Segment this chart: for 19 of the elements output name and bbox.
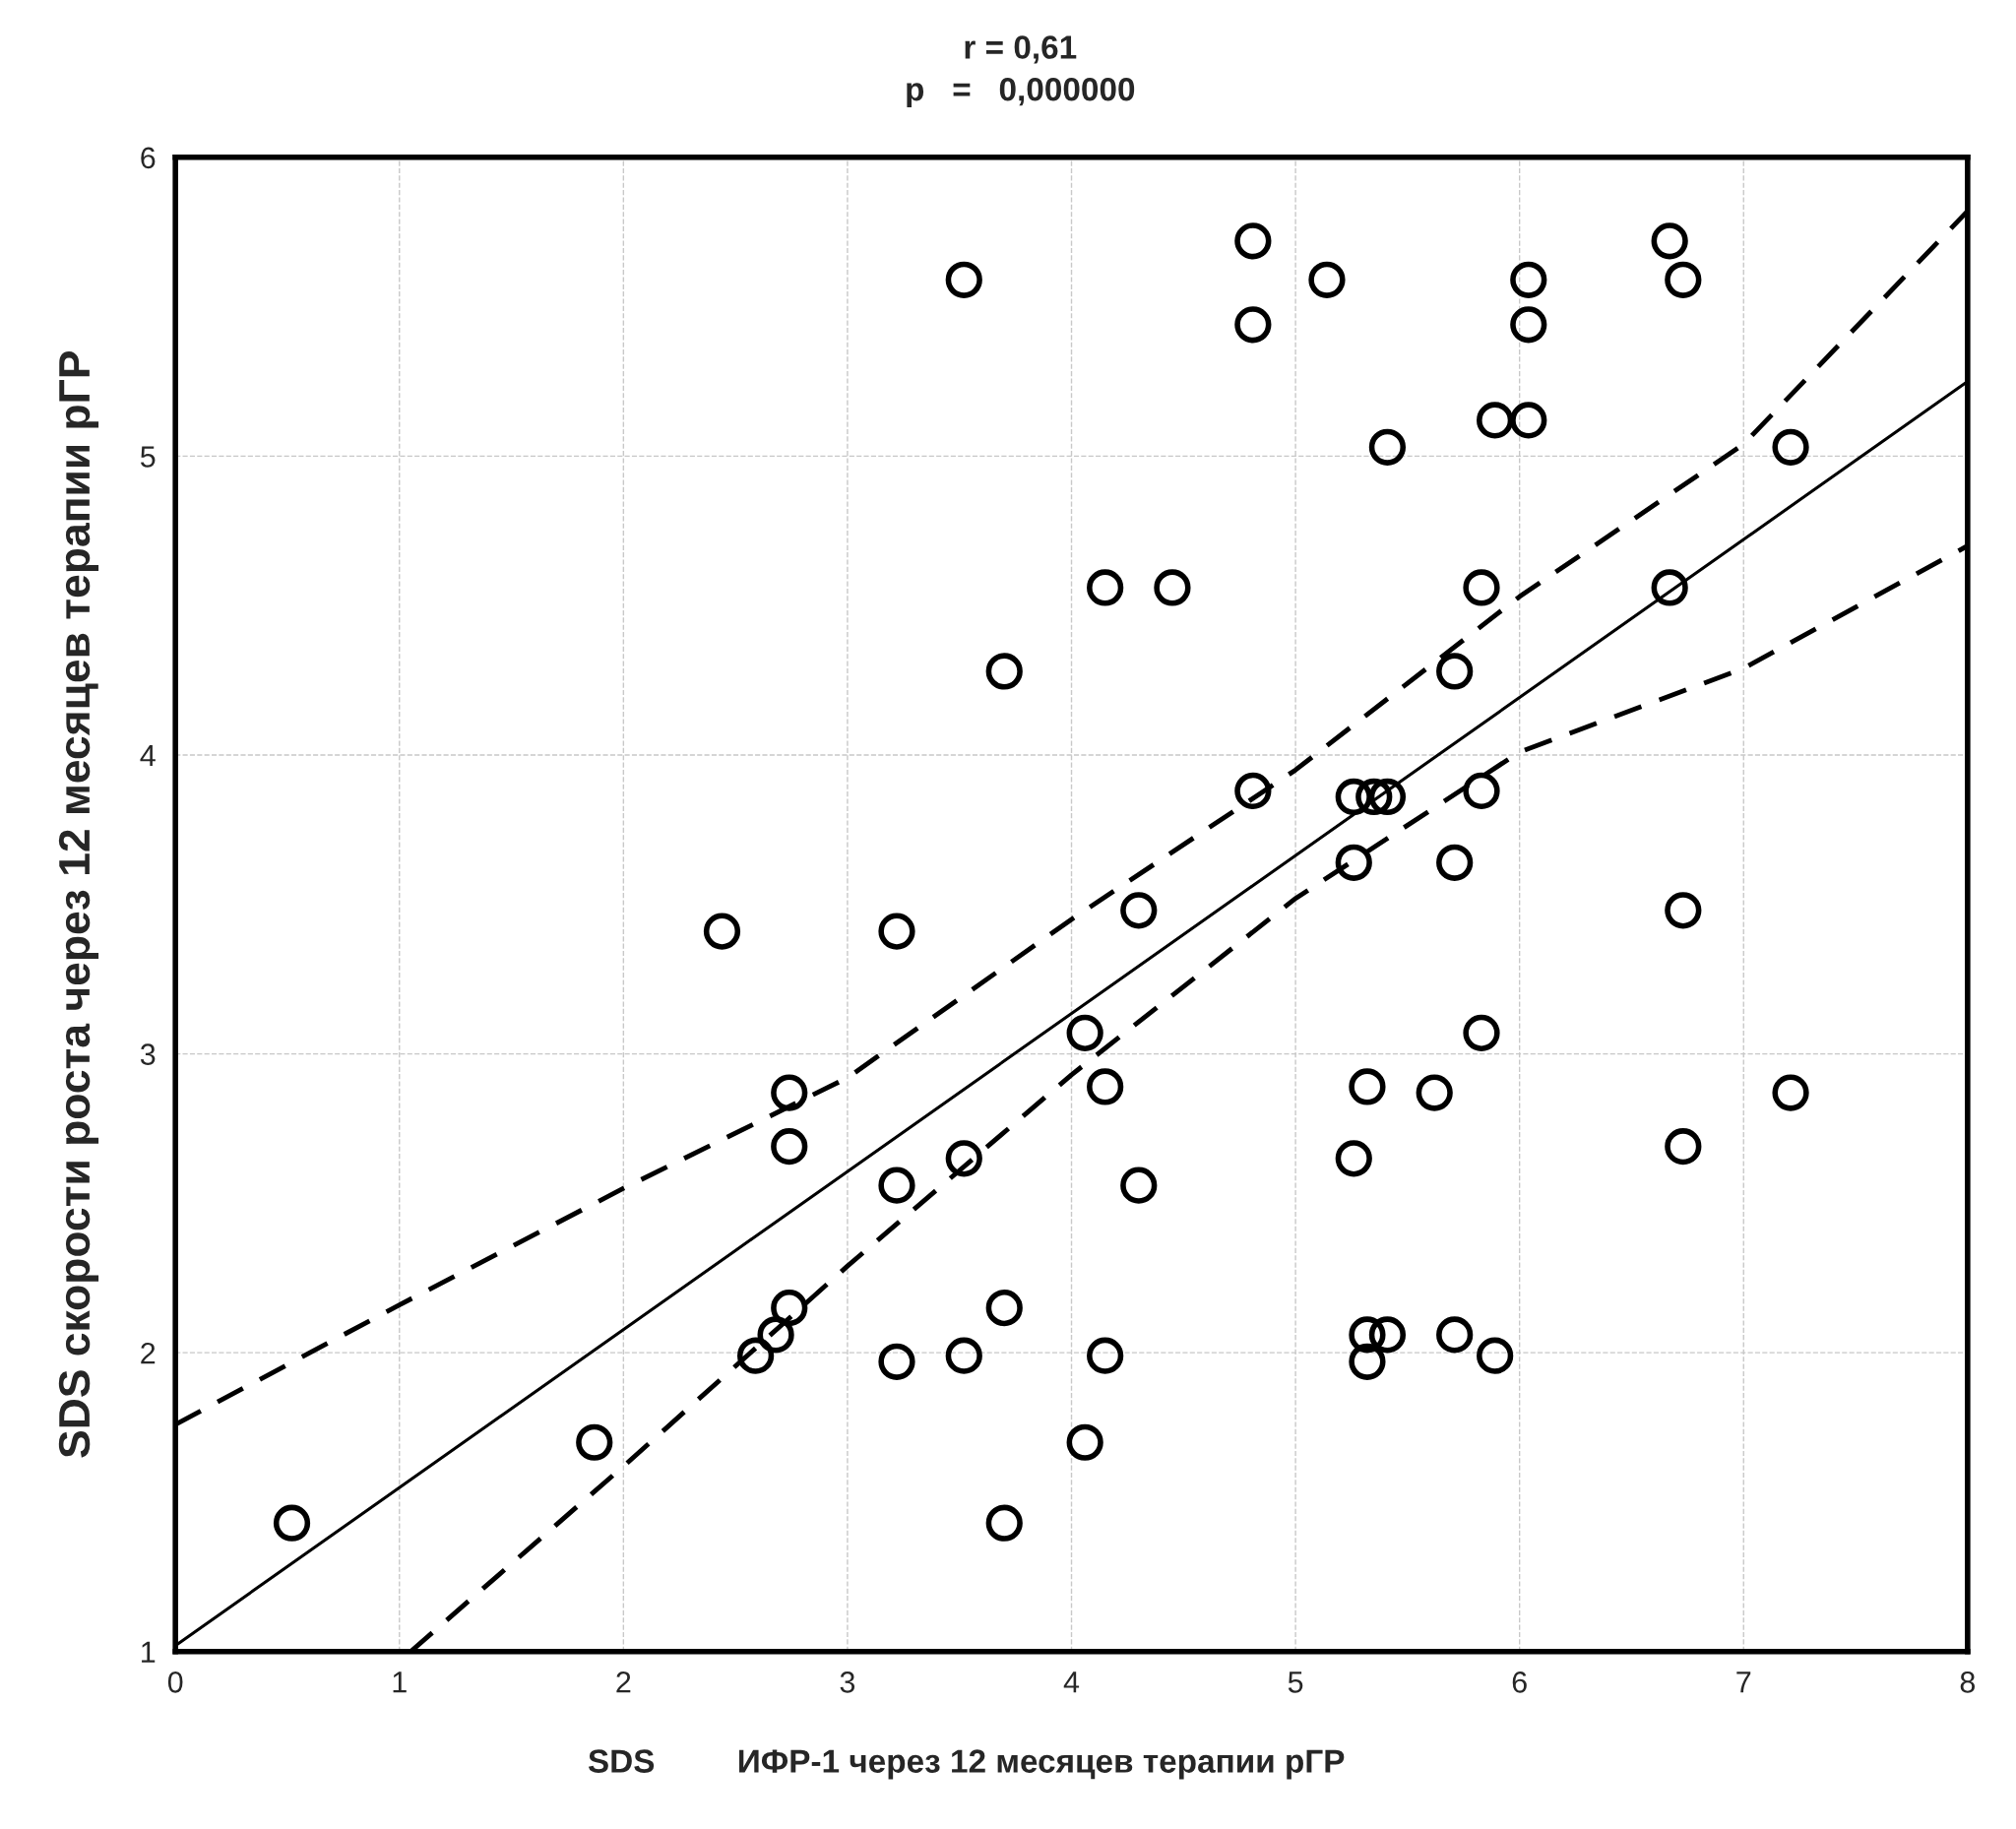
x-tick-label: 5 bbox=[1288, 1671, 1303, 1693]
y-tick-label: 5 bbox=[140, 446, 156, 468]
y-tick-label: 4 bbox=[140, 745, 156, 767]
x-tick-label: 3 bbox=[840, 1671, 855, 1693]
x-axis-title: SDS ИФР-1 через 12 месяцев терапии рГР bbox=[588, 1749, 1345, 1780]
x-tick-label: 8 bbox=[1960, 1671, 1976, 1693]
chart-subtitle: p = 0,000000 bbox=[907, 77, 1135, 108]
x-tick-label: 7 bbox=[1736, 1671, 1751, 1693]
y-tick-label: 2 bbox=[141, 1342, 156, 1364]
x-tick-label: 4 bbox=[1063, 1671, 1080, 1693]
x-tick-label: 1 bbox=[393, 1671, 407, 1693]
y-tick-label: 6 bbox=[141, 147, 156, 169]
chart-title: r = 0,61 bbox=[965, 35, 1077, 64]
y-axis-title: SDS скорости роста через 12 месяцев терапии рГР bbox=[58, 351, 99, 1458]
x-tick-label: 0 bbox=[167, 1671, 183, 1693]
y-tick-label: 1 bbox=[142, 1641, 156, 1663]
x-tick-label: 2 bbox=[616, 1671, 631, 1693]
y-tick-label: 3 bbox=[140, 1043, 156, 1065]
x-tick-label: 6 bbox=[1512, 1671, 1527, 1693]
